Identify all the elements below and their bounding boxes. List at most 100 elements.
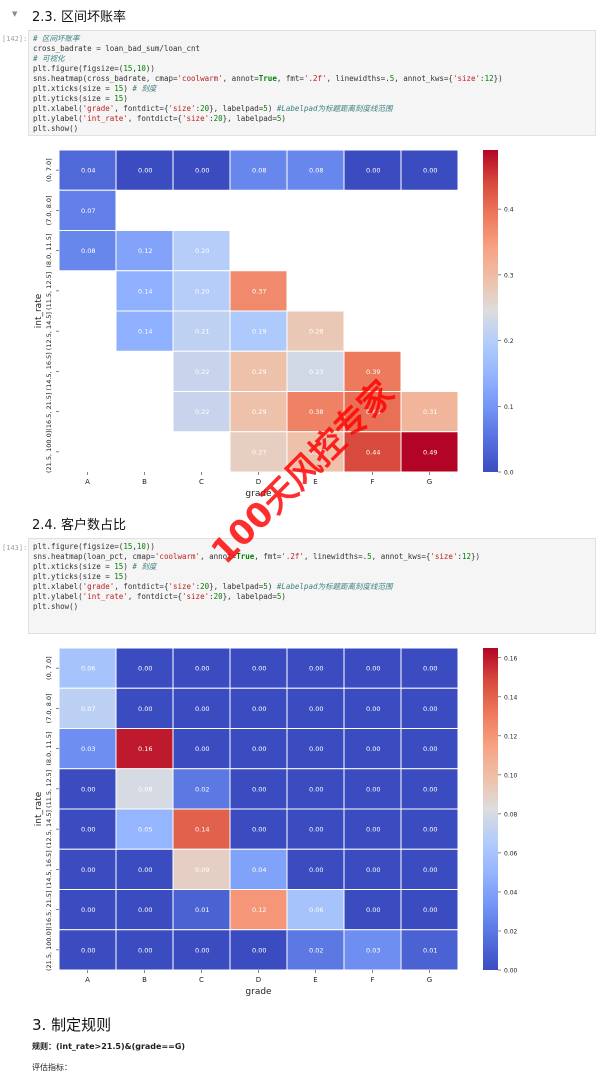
heatmap-cell [172,687,231,729]
code-line: plt.show() [33,603,78,611]
colorbar-tick-label: 0.3 [504,272,514,279]
y-tick-label: (8.0, 11.5] [45,234,53,268]
heatmap-cell [115,230,174,272]
code-line: plt.xlabel('grade', fontdict={'size':20}… [33,583,392,591]
code-token: ) [123,572,128,581]
code-cell-143[interactable]: plt.figure(figsize=(15,10)) sns.heatmap(l… [28,538,596,634]
code-token: 5 [276,592,282,601]
code-token: ) [267,582,277,591]
code-token: plt.figure(figsize=( [33,64,124,73]
cell-label: 0.00 [81,906,95,914]
code-token: 15 [123,542,133,551]
code-token: 'size' [182,114,210,123]
heatmap-cell [400,728,459,770]
code-token: cross_badrate = loan_bad_sum/loan_cnt [33,44,201,53]
chevron-down-icon[interactable]: ▼ [12,10,18,18]
code-cell-142[interactable]: # 区间坏账率 cross_badrate = loan_bad_sum/loan… [28,30,596,136]
y-tick-label: (21.5, 100.0] [45,929,53,971]
heatmap-cell [115,149,174,191]
heatmap-cell [229,391,288,433]
code-token: , linewidths=. [303,552,368,561]
code-token: plt.yticks(size = [33,572,115,581]
colorbar-tick-label: 0.08 [504,811,518,818]
cell-label: 0.49 [423,448,437,456]
code-token: sns.heatmap(loan_pct, cmap= [33,552,155,561]
heatmap-cell [172,149,231,191]
code-token: 'grade' [82,582,115,591]
colorbar-tick-label: 0.06 [504,850,518,857]
code-token: }, labelpad= [222,592,277,601]
x-tick-label: E [313,976,317,984]
code-line: sns.heatmap(loan_pct, cmap='coolwarm', a… [33,553,480,561]
heatmap-cell [400,149,459,191]
code-line: cross_badrate = loan_bad_sum/loan_cnt [33,45,200,53]
heatmap-cell [343,687,402,729]
heatmap-cell [58,189,117,231]
code-line: # 可视化 [33,55,65,63]
code-token: 'grade' [82,104,115,113]
cell-label: 0.00 [252,665,266,673]
cell-label: 0.00 [138,906,152,914]
code-token: , fmt= [276,74,304,83]
heatmap-cell [343,889,402,931]
code-token: 12 [484,74,494,83]
code-token: 5 [263,104,268,113]
code-token: 'size' [182,592,210,601]
code-token: , fontdict={ [127,114,183,123]
heatmap-cell [400,687,459,729]
cell-label: 0.00 [138,946,152,954]
cell-label: 0.02 [309,946,323,954]
code-token: 'size' [168,582,196,591]
code-token: , fontdict={ [114,582,169,591]
heatmap-cell [115,310,174,352]
heatmap-cell [229,350,288,392]
code-token: , annot= [200,552,237,561]
heatmap-cell [172,350,231,392]
heatmap-cell [115,768,174,810]
heatmap-cell [229,310,288,352]
code-token: ) [123,94,128,103]
x-tick-label: A [85,976,90,984]
code-line: plt.figure(figsize=(15,10)) [33,65,155,73]
cell-label: 0.20 [195,287,209,295]
cell-label: 0.05 [138,826,152,834]
code-token: 'size' [430,552,458,561]
cell-label: 0.27 [252,448,266,456]
cell-label: 0.00 [366,167,380,175]
cell-label: 0.00 [423,665,437,673]
cell-label: 0.00 [138,167,152,175]
heatmap-cell [286,391,345,433]
code-token: 15 [114,562,124,571]
code-token: ) [281,592,286,601]
y-axis-label: int_rate [34,293,44,328]
x-tick-label: B [142,478,147,486]
code-token: , fontdict={ [127,592,183,601]
colorbar-tick-label: 0.04 [504,889,518,896]
cell-label: 0.04 [252,866,266,874]
x-tick-label: C [199,976,204,984]
code-token: 'coolwarm' [154,552,201,561]
cell-label: 0.06 [309,906,323,914]
code-token: 20 [213,114,223,123]
code-token: }, labelpad= [222,114,277,123]
y-tick-label: (14.5, 16.5] [45,850,53,888]
code-token: plt.show() [33,124,79,133]
y-tick-label: (16.5, 21.5] [45,393,53,431]
code-token: , [132,542,137,551]
heatmap-cell [58,647,117,689]
heatmap-cell [229,687,288,729]
colorbar-tick-label: 0.4 [504,207,514,214]
cell-label: 0.28 [309,328,323,336]
heatmap-cell [58,230,117,272]
code-token: , fontdict={ [114,104,169,113]
cell-label: 0.06 [81,665,95,673]
cell-label: 0.00 [309,866,323,874]
code-token: # 可视化 [33,54,65,63]
cell-label: 0.00 [366,906,380,914]
cell-label: 0.08 [252,167,266,175]
code-line: plt.xticks(size = 15) # 刻度 [33,563,156,571]
cell-label: 0.22 [195,368,209,376]
x-tick-label: D [256,478,261,486]
code-token: 20 [200,582,210,591]
code-token: ) [281,114,286,123]
